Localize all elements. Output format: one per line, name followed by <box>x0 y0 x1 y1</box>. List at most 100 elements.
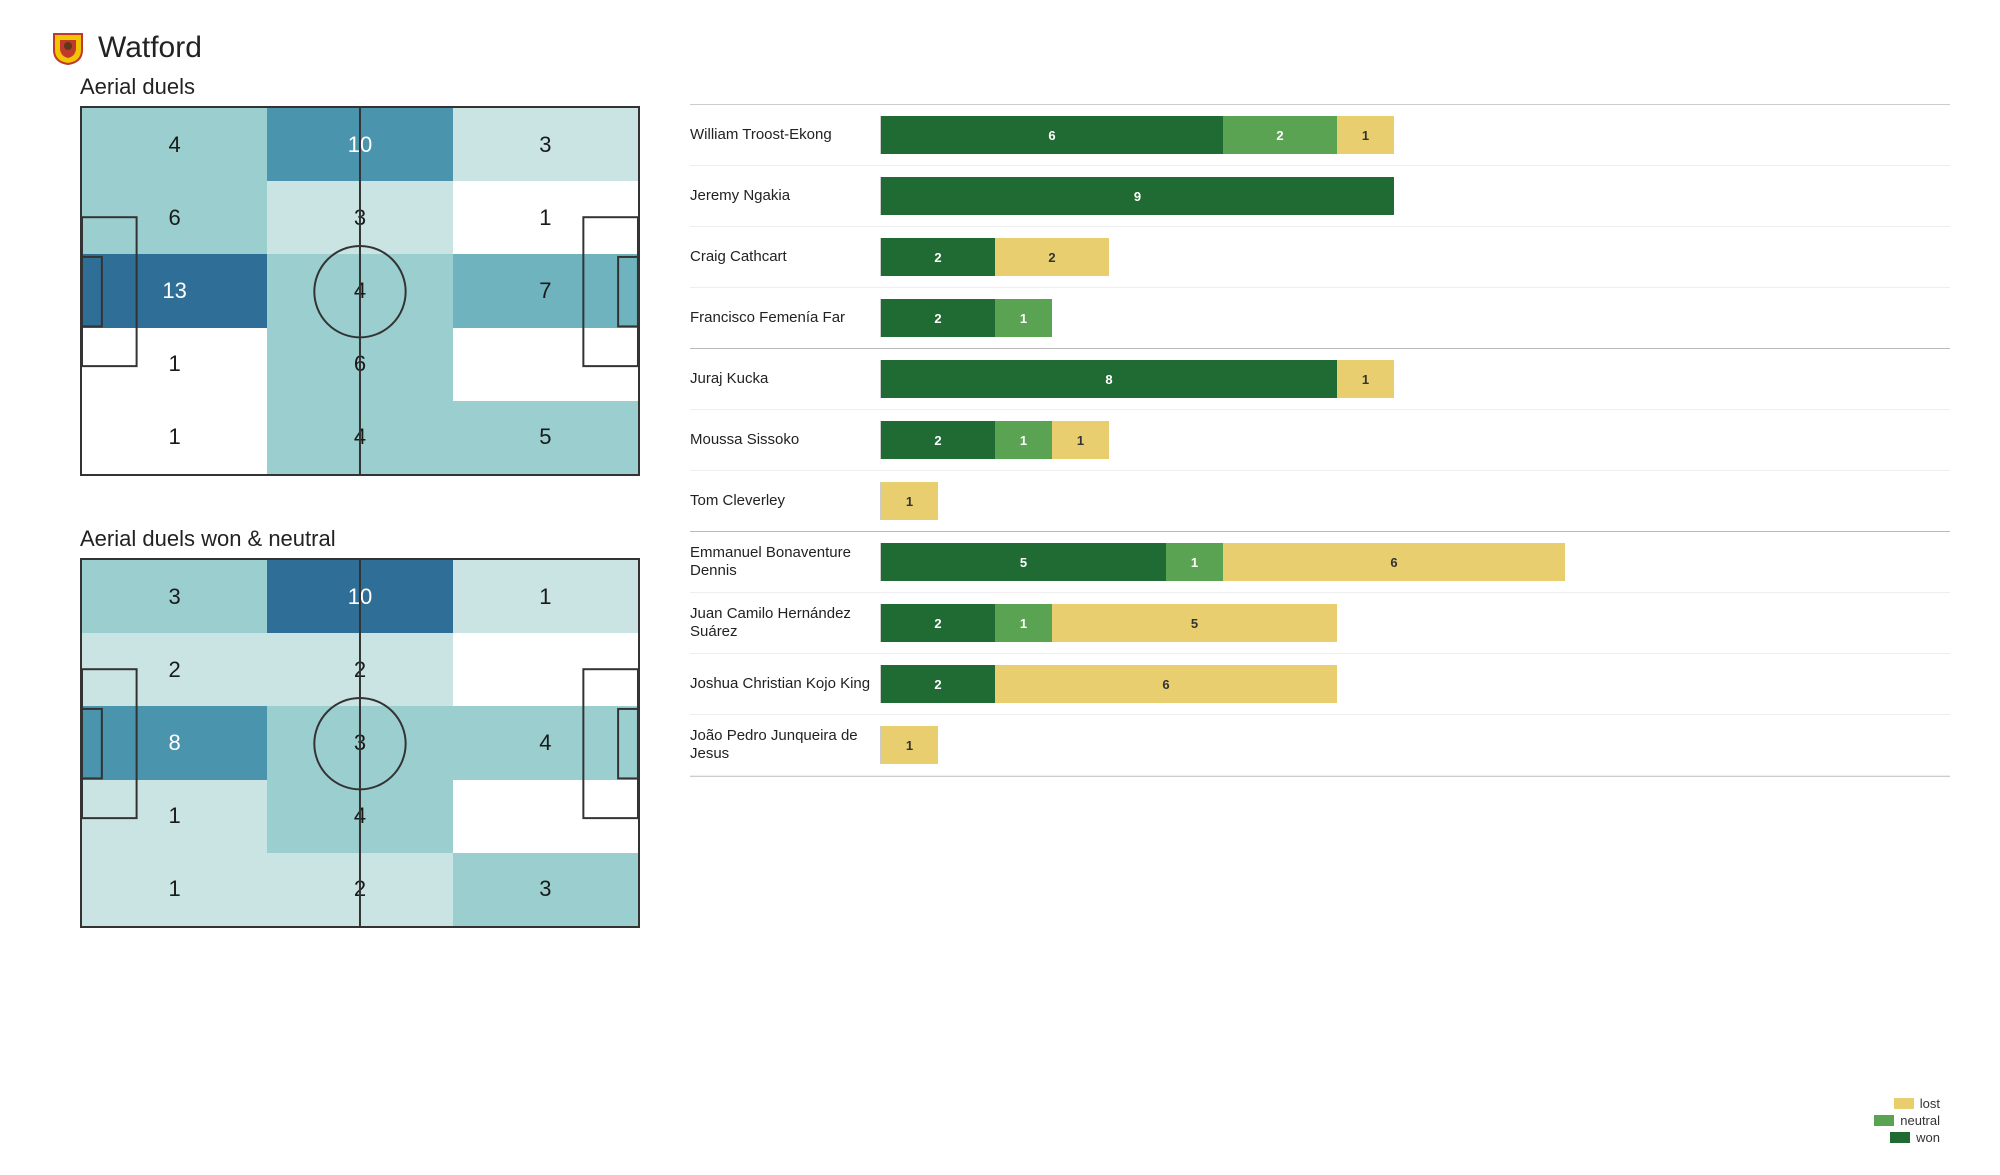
legend-swatch-lost <box>1894 1098 1914 1109</box>
heatmap-section: Aerial duels4103631134716145 <box>50 74 630 476</box>
heatmap-title: Aerial duels <box>80 74 630 100</box>
player-row: Craig Cathcart22 <box>690 227 1950 288</box>
player-name: Juraj Kucka <box>690 370 880 388</box>
heatmap-cell: 4 <box>82 108 267 181</box>
heatmap-cell: 6 <box>82 181 267 254</box>
heatmap-cell: 3 <box>267 181 452 254</box>
heatmap-cell: 8 <box>82 706 267 779</box>
heatmap-cell: 13 <box>82 254 267 327</box>
pitch: 31012283414123 <box>80 558 640 928</box>
player-row: Jeremy Ngakia9 <box>690 166 1950 227</box>
bar-segment-lost: 6 <box>1223 543 1565 581</box>
legend: lost neutral won <box>1874 1094 1940 1145</box>
bar-segment-won: 2 <box>881 665 995 703</box>
bar-segment-lost: 1 <box>1337 360 1394 398</box>
team-badge-icon <box>50 30 86 66</box>
bar-track: 26 <box>880 665 1950 703</box>
bar-segment-won: 5 <box>881 543 1166 581</box>
player-name: Joshua Christian Kojo King <box>690 675 880 693</box>
bar-track: 211 <box>880 421 1950 459</box>
heatmap-cell: 10 <box>267 108 452 181</box>
heatmap-cell: 1 <box>82 780 267 853</box>
player-name: William Troost-Ekong <box>690 126 880 144</box>
legend-label: neutral <box>1900 1113 1940 1128</box>
bar-segment-won: 2 <box>881 299 995 337</box>
player-row: William Troost-Ekong621 <box>690 105 1950 166</box>
bar-segment-neutral: 2 <box>1223 116 1337 154</box>
heatmap-cell: 2 <box>82 633 267 706</box>
player-row: Francisco Femenía Far21 <box>690 288 1950 349</box>
bar-track: 21 <box>880 299 1950 337</box>
heatmap-title: Aerial duels won & neutral <box>80 526 630 552</box>
player-row: Emmanuel Bonaventure Dennis516 <box>690 532 1950 593</box>
legend-item: won <box>1874 1130 1940 1145</box>
team-name: Watford <box>98 31 202 65</box>
bar-segment-lost: 2 <box>995 238 1109 276</box>
player-name: Emmanuel Bonaventure Dennis <box>690 544 880 580</box>
bar-segment-neutral: 1 <box>995 299 1052 337</box>
bar-segment-lost: 6 <box>995 665 1337 703</box>
player-name: Tom Cleverley <box>690 492 880 510</box>
bar-segment-neutral: 1 <box>1166 543 1223 581</box>
bar-track: 9 <box>880 177 1950 215</box>
heatmap-cell: 3 <box>267 706 452 779</box>
heatmap-cell: 1 <box>453 181 638 254</box>
player-name: Juan Camilo Hernández Suárez <box>690 605 880 641</box>
bar-segment-lost: 5 <box>1052 604 1337 642</box>
heatmap-grid: 31012283414123 <box>82 560 638 926</box>
bar-track: 1 <box>880 726 1950 764</box>
heatmap-cell: 5 <box>453 401 638 474</box>
bar-segment-won: 2 <box>881 604 995 642</box>
heatmap-cell: 1 <box>82 853 267 926</box>
bar-track: 215 <box>880 604 1950 642</box>
heatmap-cell: 4 <box>267 780 452 853</box>
bar-segment-lost: 1 <box>1337 116 1394 154</box>
player-row: Moussa Sissoko211 <box>690 410 1950 471</box>
heatmap-cell: 4 <box>453 706 638 779</box>
heatmap-cell: 6 <box>267 328 452 401</box>
heatmap-cell: 4 <box>267 401 452 474</box>
heatmap-cell: 10 <box>267 560 452 633</box>
bar-track: 621 <box>880 116 1950 154</box>
legend-swatch-won <box>1890 1132 1910 1143</box>
bar-segment-lost: 1 <box>1052 421 1109 459</box>
bar-segment-won: 6 <box>881 116 1223 154</box>
content: Aerial duels 4103631134716145 Aerial duel… <box>50 74 1950 978</box>
heatmap-cell: 2 <box>267 633 452 706</box>
heatmap-cell: 1 <box>82 328 267 401</box>
bar-segment-won: 8 <box>881 360 1337 398</box>
bar-segment-lost: 1 <box>881 482 938 520</box>
player-row: Joshua Christian Kojo King26 <box>690 654 1950 715</box>
heatmap-cell <box>453 633 638 706</box>
bar-track: 22 <box>880 238 1950 276</box>
bar-segment-neutral: 1 <box>995 604 1052 642</box>
player-name: João Pedro Junqueira de Jesus <box>690 727 880 763</box>
heatmap-cell <box>453 780 638 853</box>
heatmap-cell <box>453 328 638 401</box>
player-name: Jeremy Ngakia <box>690 187 880 205</box>
bar-track: 516 <box>880 543 1950 581</box>
legend-label: lost <box>1920 1096 1940 1111</box>
heatmap-section: Aerial duels won & neutral31012283414123 <box>50 526 630 928</box>
player-name: Craig Cathcart <box>690 248 880 266</box>
heatmaps-column: Aerial duels4103631134716145 Aerial duel… <box>50 74 630 978</box>
player-row: Tom Cleverley1 <box>690 471 1950 532</box>
heatmap-grid: 4103631134716145 <box>82 108 638 474</box>
legend-swatch-neutral <box>1874 1115 1894 1126</box>
pitch: 4103631134716145 <box>80 106 640 476</box>
bar-segment-lost: 1 <box>881 726 938 764</box>
legend-item: neutral <box>1874 1113 1940 1128</box>
player-name: Francisco Femenía Far <box>690 309 880 327</box>
legend-item: lost <box>1874 1096 1940 1111</box>
heatmap-cell: 3 <box>82 560 267 633</box>
heatmap-cell: 2 <box>267 853 452 926</box>
heatmap-cell: 4 <box>267 254 452 327</box>
heatmap-cell: 1 <box>453 560 638 633</box>
player-row: Juraj Kucka81 <box>690 349 1950 410</box>
bar-segment-neutral: 1 <box>995 421 1052 459</box>
header: Watford <box>50 30 1950 66</box>
barchart-column: William Troost-Ekong621Jeremy Ngakia9Cra… <box>690 74 1950 978</box>
player-bars: William Troost-Ekong621Jeremy Ngakia9Cra… <box>690 104 1950 777</box>
heatmap-cell: 1 <box>82 401 267 474</box>
bar-track: 1 <box>880 482 1950 520</box>
